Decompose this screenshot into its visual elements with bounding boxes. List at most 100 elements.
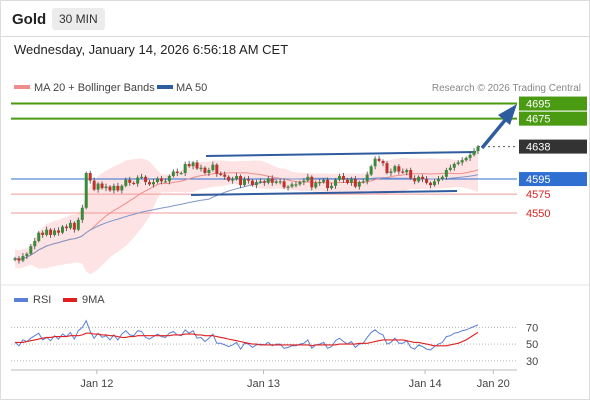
candle-body — [452, 163, 456, 168]
candle-body — [33, 240, 37, 247]
rsi-tick-label: 50 — [526, 339, 538, 351]
candle-body — [108, 186, 112, 191]
candle-body — [270, 178, 274, 183]
candle-body — [246, 179, 250, 181]
candle-body — [322, 179, 326, 183]
candle-body — [353, 179, 357, 187]
resistance-label: 4695 — [526, 99, 550, 111]
candle-body — [76, 219, 80, 230]
rsi-legend: RSI 9MA — [14, 294, 105, 306]
candlesticks — [13, 145, 480, 264]
candle-body — [357, 182, 361, 187]
candle-body — [310, 176, 314, 188]
rsi-ma-legend-swatch — [63, 298, 77, 302]
timeframe-badge[interactable]: 30 MIN — [52, 8, 105, 30]
candle-body — [227, 176, 231, 181]
candle-body — [318, 182, 322, 184]
channel-bottom-line — [190, 190, 458, 196]
copyright-label: Research © 2026 Trading Central — [432, 83, 581, 94]
candle-body — [369, 166, 373, 175]
candle-body — [385, 163, 389, 174]
candle-body — [397, 166, 401, 172]
candle-body — [219, 173, 223, 175]
candle-body — [124, 179, 128, 186]
candle-body — [405, 170, 409, 173]
rsi-line — [14, 319, 479, 351]
support-label: 4575 — [526, 189, 550, 201]
candle-body — [258, 181, 262, 183]
candle-body — [175, 171, 179, 174]
ma20-line — [14, 169, 479, 261]
ma20-legend-label: MA 20 + Bollinger Bands — [34, 82, 155, 94]
rsi-legend-label: RSI — [33, 294, 51, 306]
candle-body — [92, 180, 96, 190]
candle-body — [191, 162, 195, 167]
candle-body — [148, 182, 152, 185]
candle-body — [60, 226, 64, 233]
last-price-label-box — [519, 139, 587, 154]
candle-body — [152, 182, 156, 185]
candle-body — [163, 181, 167, 183]
candle-body — [68, 222, 72, 229]
pivot-label-box — [519, 172, 587, 187]
resistance-label-box — [519, 111, 587, 126]
x-tick-label: Jan 13 — [247, 378, 280, 390]
candle-body — [334, 179, 338, 186]
candle-body — [302, 180, 306, 183]
candle-body — [448, 167, 452, 170]
candle-body — [17, 258, 21, 261]
candle-body — [144, 176, 148, 183]
price-legend: MA 20 + Bollinger Bands MA 50 Research ©… — [14, 82, 581, 94]
moving-averages — [14, 169, 479, 261]
x-tick-label: Jan 12 — [80, 378, 113, 390]
candle-body — [132, 182, 136, 185]
ma50-legend-swatch — [157, 85, 173, 89]
rsi-ma-line — [15, 331, 479, 347]
candle-body — [298, 182, 302, 185]
rsi-tick-label: 70 — [526, 322, 538, 334]
candle-body — [314, 182, 318, 188]
candle-body — [440, 176, 444, 180]
candle-body — [53, 230, 57, 235]
bollinger-band-layer — [15, 147, 478, 275]
candle-body — [183, 163, 187, 174]
candle-body — [96, 183, 100, 190]
projection-arrow-shaft — [480, 117, 508, 150]
candle-body — [179, 173, 183, 175]
candle-body — [278, 181, 282, 183]
candle-body — [25, 253, 29, 257]
candle-body — [468, 154, 472, 158]
candle-body — [49, 229, 53, 235]
x-tick-label: Jan 20 — [477, 378, 510, 390]
resistance-label: 4675 — [526, 114, 550, 126]
candle-body — [203, 167, 207, 174]
candle-body — [120, 185, 124, 191]
candle-body — [41, 232, 45, 235]
projection-arrowhead-icon — [498, 104, 517, 125]
candle-body — [436, 179, 440, 182]
candle-body — [409, 170, 413, 179]
candle-body — [29, 246, 33, 254]
candle-body — [235, 176, 239, 180]
candle-body — [211, 164, 215, 170]
candle-body — [262, 181, 266, 183]
candle-body — [393, 166, 397, 172]
candle-body — [104, 186, 108, 189]
price-axis-labels: 4695 4675 4638 4595 4575 4550 — [519, 96, 587, 220]
candle-body — [116, 185, 120, 191]
candle-body — [207, 170, 211, 174]
candle-body — [80, 207, 84, 220]
ma50-line — [14, 174, 479, 261]
candle-body — [282, 181, 286, 188]
time-axis: Jan 12 Jan 13 Jan 14 Jan 20 — [80, 370, 510, 390]
candle-body — [444, 170, 448, 177]
rsi-tick-label: 30 — [526, 356, 538, 368]
candle-body — [345, 179, 349, 183]
candle-body — [361, 181, 365, 183]
candle-body — [37, 232, 41, 241]
candle-body — [365, 174, 369, 182]
candle-body — [155, 178, 159, 183]
candle-body — [140, 176, 144, 178]
candle-body — [425, 179, 429, 183]
